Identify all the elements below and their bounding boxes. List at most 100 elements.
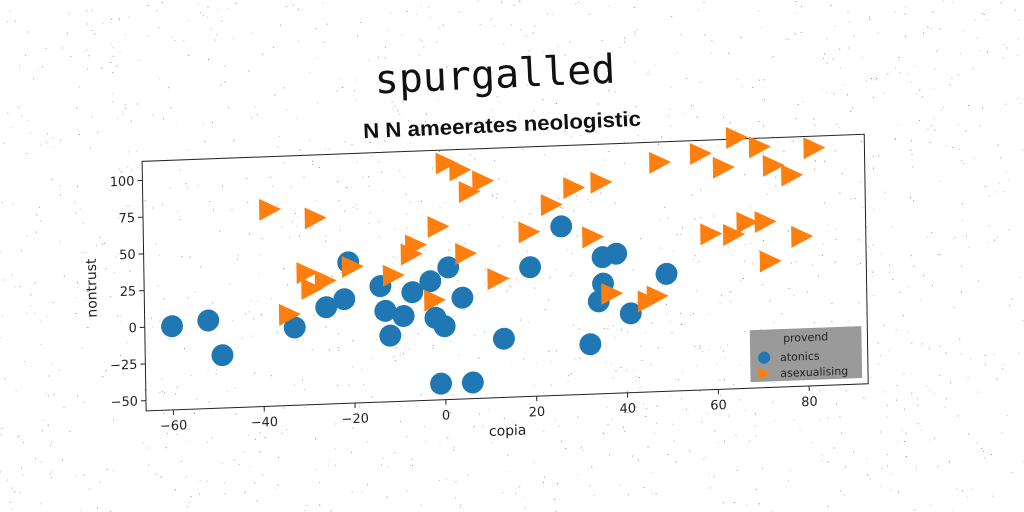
noise-speck bbox=[399, 170, 401, 172]
noise-speck bbox=[352, 306, 354, 308]
noise-speck bbox=[338, 349, 340, 351]
asexualising-point bbox=[722, 224, 745, 246]
noise-speck bbox=[785, 39, 786, 41]
noise-speck bbox=[161, 1, 163, 3]
noise-speck bbox=[52, 301, 54, 303]
noise-speck bbox=[913, 200, 915, 202]
noise-speck bbox=[647, 73, 649, 75]
noise-speck bbox=[902, 315, 904, 317]
noise-speck bbox=[17, 436, 19, 438]
noise-speck bbox=[772, 136, 774, 138]
noise-speck bbox=[633, 369, 635, 371]
noise-speck bbox=[500, 286, 501, 288]
noise-speck bbox=[881, 467, 883, 469]
noise-speck bbox=[962, 203, 964, 205]
noise-speck bbox=[580, 134, 582, 136]
noise-speck bbox=[22, 474, 24, 476]
noise-speck bbox=[304, 406, 306, 408]
noise-speck bbox=[406, 150, 408, 152]
noise-speck bbox=[88, 55, 90, 57]
noise-speck bbox=[249, 466, 251, 468]
noise-speck bbox=[754, 413, 756, 415]
noise-speck bbox=[351, 144, 353, 146]
noise-speck bbox=[758, 250, 760, 252]
noise-speck bbox=[488, 409, 490, 411]
noise-speck bbox=[27, 119, 29, 121]
noise-speck bbox=[246, 178, 248, 180]
noise-speck bbox=[485, 282, 487, 284]
noise-speck bbox=[75, 212, 77, 214]
noise-speck bbox=[87, 327, 89, 329]
noise-speck bbox=[412, 465, 413, 466]
noise-speck bbox=[555, 103, 557, 104]
noise-speck bbox=[112, 47, 114, 49]
noise-speck bbox=[413, 234, 415, 236]
noise-speck bbox=[126, 342, 128, 344]
noise-speck bbox=[982, 107, 983, 109]
noise-speck bbox=[259, 254, 261, 256]
noise-speck bbox=[403, 353, 404, 355]
noise-speck bbox=[479, 413, 481, 415]
noise-speck bbox=[850, 110, 852, 112]
chart-title: spurgalled bbox=[374, 47, 617, 104]
noise-speck bbox=[795, 261, 797, 263]
noise-speck bbox=[455, 80, 457, 82]
noise-speck bbox=[254, 107, 256, 108]
noise-speck bbox=[836, 403, 838, 405]
noise-speck bbox=[2, 279, 4, 281]
asexualising-point bbox=[748, 136, 771, 159]
noise-speck bbox=[129, 270, 131, 272]
noise-speck bbox=[910, 196, 911, 198]
noise-speck bbox=[40, 220, 42, 222]
noise-speck bbox=[289, 236, 291, 238]
noise-speck bbox=[251, 32, 253, 34]
noise-speck bbox=[135, 151, 137, 152]
noise-speck bbox=[420, 5, 422, 7]
noise-speck bbox=[670, 87, 672, 89]
noise-speck bbox=[11, 487, 13, 489]
noise-speck bbox=[386, 496, 388, 498]
noise-speck bbox=[188, 55, 190, 56]
noise-speck bbox=[637, 135, 639, 137]
noise-speck bbox=[86, 10, 88, 12]
noise-speck bbox=[328, 460, 330, 462]
noise-speck bbox=[370, 212, 371, 214]
atonics-point bbox=[419, 270, 442, 293]
noise-speck bbox=[431, 167, 433, 169]
noise-speck bbox=[604, 159, 606, 161]
noise-speck bbox=[337, 181, 339, 183]
asexualising-point bbox=[455, 242, 478, 265]
noise-speck bbox=[436, 304, 438, 306]
noise-speck bbox=[0, 251, 2, 253]
noise-speck bbox=[911, 153, 913, 155]
noise-speck bbox=[122, 113, 124, 115]
noise-speck bbox=[959, 148, 960, 150]
noise-speck bbox=[591, 466, 593, 468]
plot-area: −60 −40 −20 0 20 40 60 80 −50 −25 0 25 50 75 100 copia… bbox=[84, 126, 869, 440]
noise-speck bbox=[26, 153, 28, 154]
noise-speck bbox=[904, 441, 906, 442]
noise-speck bbox=[111, 18, 113, 20]
noise-speck bbox=[564, 54, 566, 56]
noise-speck bbox=[926, 385, 928, 387]
noise-speck bbox=[763, 79, 765, 81]
noise-speck bbox=[984, 185, 986, 187]
noise-speck bbox=[572, 324, 574, 326]
noise-speck bbox=[588, 73, 590, 75]
noise-speck bbox=[546, 13, 548, 15]
noise-speck bbox=[967, 496, 969, 498]
noise-speck bbox=[577, 416, 579, 418]
noise-speck bbox=[381, 171, 383, 173]
noise-speck bbox=[178, 215, 180, 217]
noise-speck bbox=[181, 256, 183, 258]
noise-speck bbox=[657, 347, 659, 349]
noise-speck bbox=[878, 155, 880, 157]
noise-speck bbox=[824, 53, 825, 55]
asexualising-point bbox=[449, 159, 472, 182]
noise-speck bbox=[853, 451, 854, 453]
noise-speck bbox=[655, 64, 657, 66]
noise-speck bbox=[479, 23, 481, 25]
noise-speck bbox=[102, 22, 104, 24]
noise-speck bbox=[577, 474, 579, 476]
noise-speck bbox=[188, 429, 190, 430]
